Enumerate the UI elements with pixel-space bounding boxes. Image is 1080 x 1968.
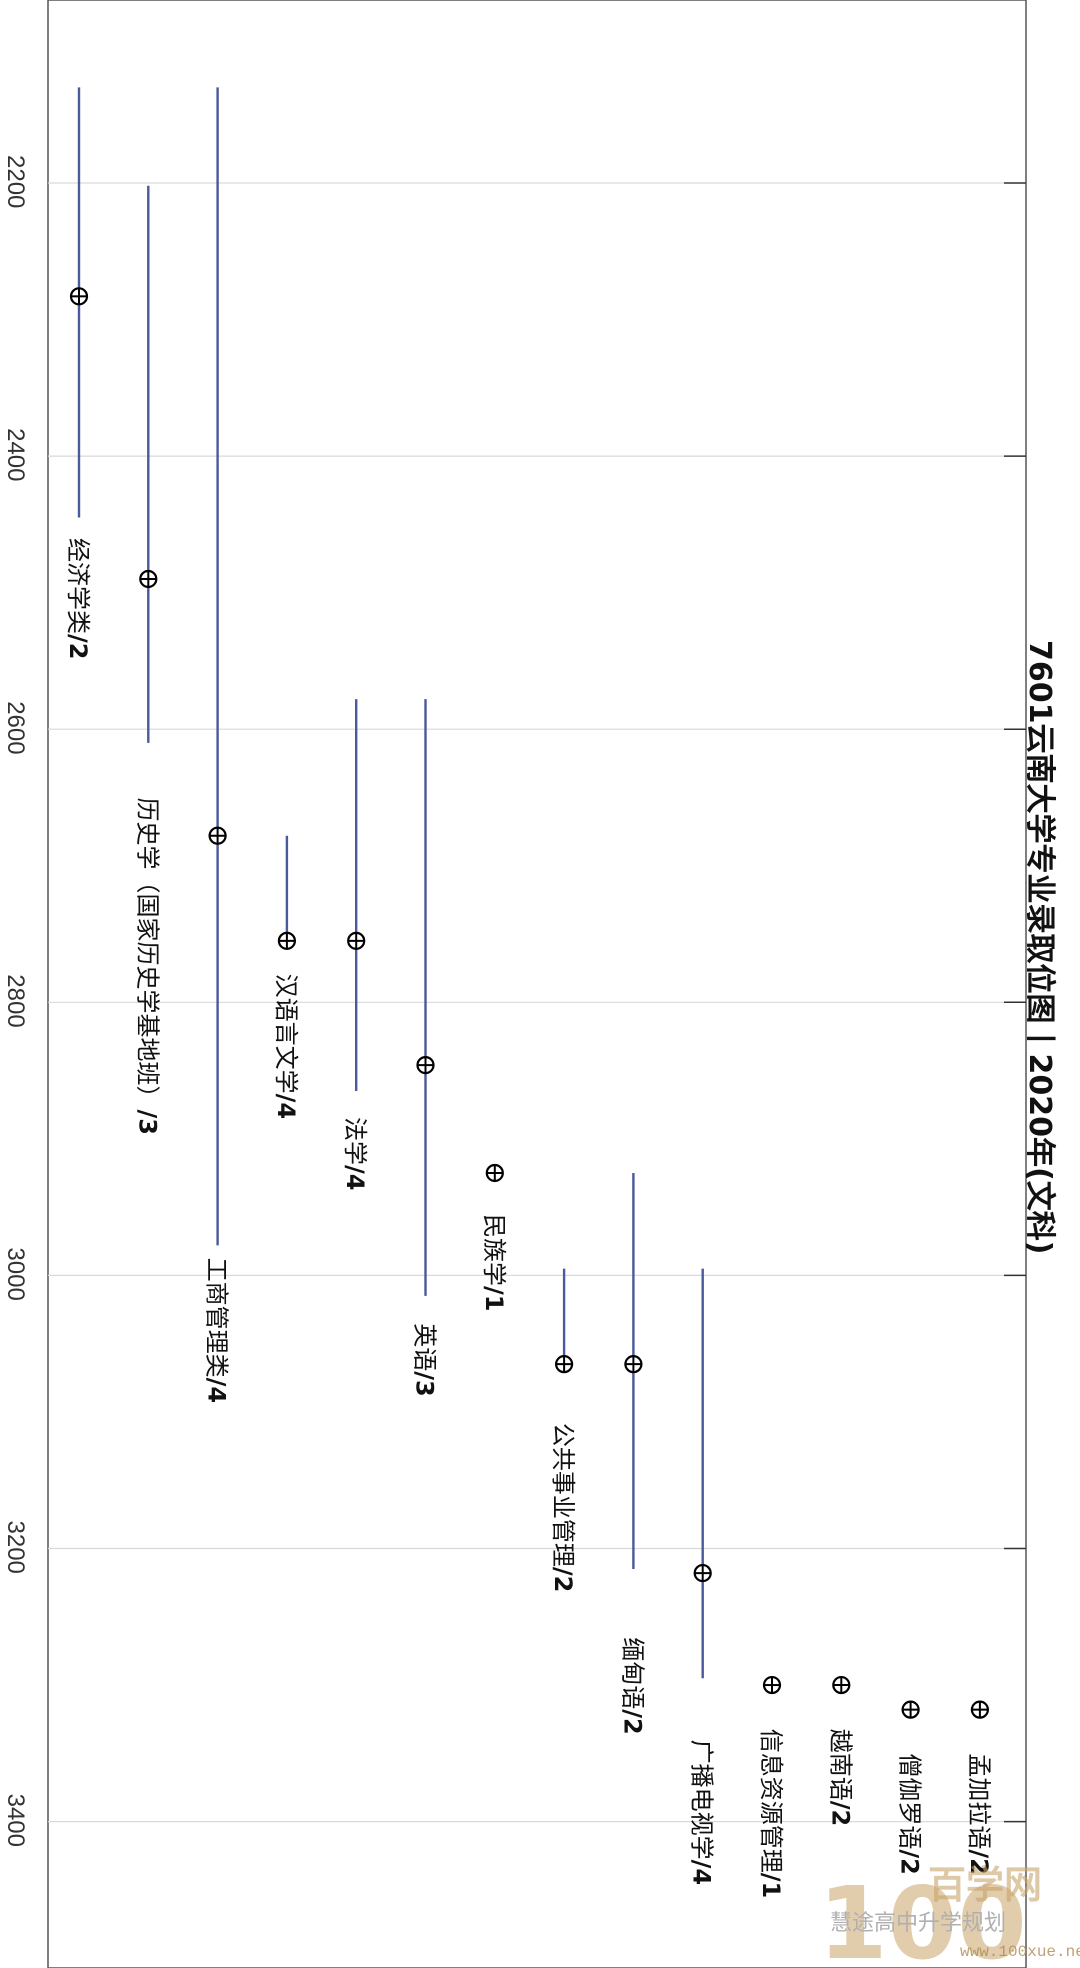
tick-label-2200: 2200 [2,155,29,208]
item-count: /4 [203,1378,231,1403]
item-count: /3 [133,1109,161,1134]
item-label: 经济学类/2 [64,538,92,659]
item-count: /2 [618,1709,646,1734]
plot-frame [47,0,1027,1968]
item-2: 工商管理类/4 [203,87,231,1403]
item-count: /4 [272,1094,300,1119]
watermark-subtitle: 慧途高中升学规划 [830,1911,1006,1936]
item-name: 英语 [411,1323,439,1371]
item-count: /2 [965,1849,993,1874]
item-11: 越南语/2 [826,1675,854,1826]
item-label: 法学/4 [341,1117,369,1190]
item-5: 英语/3 [411,699,439,1397]
item-7: 公共事业管理/2 [549,1268,577,1592]
item-label: 工商管理类/4 [203,1258,231,1403]
item-1: 历史学（国家历史学基地班）/3 [133,185,161,1135]
item-label: 公共事业管理/2 [549,1423,577,1592]
item-9: 广播电视学/4 [688,1268,716,1885]
item-count: /2 [896,1849,924,1874]
item-12: 僧伽罗语/2 [896,1700,924,1875]
tick-label-2400: 2400 [2,428,29,481]
item-3: 汉语言文学/4 [272,835,300,1119]
item-count: /2 [826,1801,854,1826]
tick-label-3200: 3200 [2,1521,29,1574]
item-label: 历史学（国家历史学基地班）/3 [133,797,161,1134]
item-count: /4 [341,1165,369,1190]
gridlines [48,182,1026,1823]
item-count: /1 [757,1873,785,1898]
item-label: 僧伽罗语/2 [896,1753,924,1874]
tick-label-3400: 3400 [2,1794,29,1847]
watermark-logo: 100 百学网 慧途高中升学规划 www.100xue.net [818,1863,1080,1968]
item-label: 英语/3 [411,1323,439,1396]
item-count: /1 [480,1286,508,1311]
item-name: 法学 [341,1117,369,1165]
watermark-url: www.100xue.net [960,1943,1080,1961]
item-label: 越南语/2 [826,1729,854,1826]
item-label: 信息资源管理/1 [757,1729,785,1898]
item-0: 经济学类/2 [64,87,92,659]
item-label: 广播电视学/4 [688,1740,716,1885]
item-4: 法学/4 [341,699,369,1190]
watermark-brand: 百学网 [928,1863,1042,1907]
item-name: 公共事业管理 [549,1423,577,1567]
item-count: /4 [688,1860,716,1885]
item-name: 僧伽罗语 [896,1753,924,1849]
item-name: 孟加拉语 [965,1753,993,1849]
item-name: 民族学 [480,1214,508,1286]
item-count: /2 [64,634,92,659]
item-name: 越南语 [826,1729,854,1801]
item-label: 孟加拉语/2 [965,1753,993,1874]
tick-label-3000: 3000 [2,1247,29,1300]
watermark-100: 100 [818,1865,1027,1968]
tick-label-2600: 2600 [2,701,29,754]
item-label: 汉语言文学/4 [272,974,300,1119]
item-10: 信息资源管理/1 [757,1675,785,1898]
item-name: 汉语言文学 [272,974,300,1094]
tick-label-2800: 2800 [2,974,29,1027]
range-items: 经济学类/2历史学（国家历史学基地班）/3工商管理类/4汉语言文学/4法学/4英… [64,87,993,1898]
item-label: 缅甸语/2 [618,1637,646,1734]
item-label: 民族学/1 [480,1214,508,1311]
item-name: 工商管理类 [203,1258,231,1378]
item-name: 缅甸语 [618,1637,646,1709]
item-6: 民族学/1 [480,1163,508,1311]
item-13: 孟加拉语/2 [965,1700,993,1875]
item-name: 信息资源管理 [757,1729,785,1873]
item-8: 缅甸语/2 [618,1172,646,1735]
item-name: 广播电视学 [688,1740,716,1860]
item-name: 经济学类 [64,538,92,634]
tick-labels: 2200 2400 2600 2800 3000 3200 3400 [2,155,29,1847]
item-count: /2 [549,1567,577,1592]
item-name: 历史学（国家历史学基地班） [133,797,161,1109]
chart-title: 7601云南大学专业录取位图丨2020年(文科) [1022,640,1057,1254]
item-count: /3 [411,1371,439,1396]
